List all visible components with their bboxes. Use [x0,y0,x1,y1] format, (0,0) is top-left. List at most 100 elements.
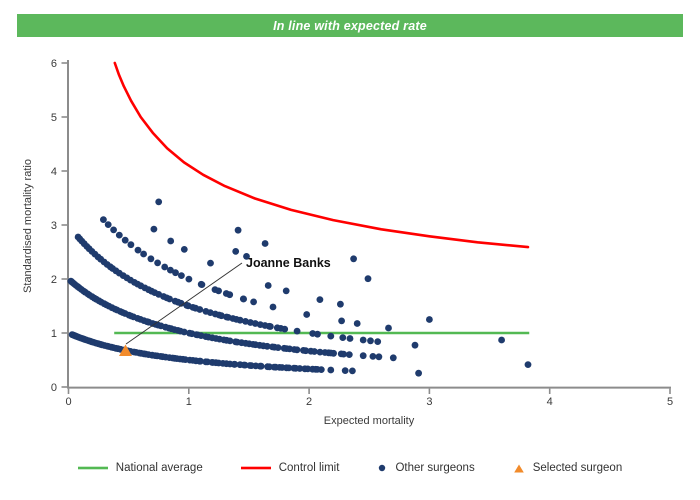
surgeon-dot[interactable] [104,221,112,229]
surgeon-dot[interactable] [327,366,335,374]
legend-item-control-limit[interactable]: Control limit [240,462,339,474]
surgeon-dot[interactable] [339,334,347,341]
surgeon-dot[interactable] [198,281,206,288]
surgeon-dot[interactable] [261,240,269,247]
surgeon-dot[interactable] [345,351,353,358]
surgeon-dot[interactable] [359,336,367,344]
surgeon-dot[interactable] [257,362,265,370]
surgeon-dot[interactable] [226,337,234,345]
surgeon-dot[interactable] [302,347,310,355]
surgeon-dot[interactable] [353,320,361,327]
surgeon-dot[interactable] [134,246,142,254]
surgeon-dot[interactable] [389,354,397,362]
surgeon-dot[interactable] [243,253,250,260]
surgeon-dot[interactable] [374,338,382,345]
y-tick-label: 3 [51,220,57,232]
surgeon-dot[interactable] [304,365,312,373]
surgeon-dot[interactable] [316,348,324,356]
surgeon-dot[interactable] [236,316,244,324]
surgeon-dot[interactable] [281,325,289,333]
surgeon-dot[interactable] [185,275,193,283]
surgeon-dot[interactable] [340,350,347,358]
surgeon-dot[interactable] [330,349,337,357]
surgeon-dot[interactable] [234,226,242,234]
surgeon-dot[interactable] [127,241,135,249]
surgeon-dot[interactable] [167,237,175,245]
surgeon-dot[interactable] [498,336,505,344]
surgeon-dot[interactable] [121,236,129,244]
surgeon-dot[interactable] [161,263,169,271]
surgeon-dot[interactable] [426,316,433,323]
surgeon-dot[interactable] [196,306,204,313]
surgeon-dot[interactable] [269,303,277,311]
surgeon-dot[interactable] [180,328,188,336]
surgeon-dot[interactable] [303,311,311,318]
control-limit-curve[interactable] [113,61,530,249]
surgeon-dot[interactable] [207,259,214,267]
surgeon-dot[interactable] [115,231,123,239]
surgeon-dot[interactable] [369,353,377,360]
legend-item-selected-surgeon[interactable]: Selected surgeon [513,462,622,474]
surgeon-dot[interactable] [293,327,301,335]
surgeon-dot[interactable] [263,342,271,350]
surgeon-dot[interactable] [147,255,155,263]
surgeon-dot[interactable] [178,272,185,279]
selected-surgeon-callout-line [125,262,243,345]
y-axis-title: Standardised mortality ratio [22,159,34,293]
selected-surgeon-marker[interactable] [119,344,132,357]
surgeon-dot[interactable] [317,366,325,373]
surgeon-dot[interactable] [166,295,174,303]
surgeon-dot[interactable] [293,346,301,354]
surgeon-dot[interactable] [385,324,392,332]
surgeon-dot[interactable] [140,250,148,258]
surgeon-dot[interactable] [327,332,335,340]
y-tick-label: 5 [51,112,57,124]
surgeon-dot[interactable] [197,357,204,365]
surgeon-dot[interactable] [375,353,383,361]
surgeon-dot[interactable] [231,360,239,368]
surgeon-dot[interactable] [349,367,356,375]
surgeon-dot[interactable] [314,330,321,338]
surgeon-dot[interactable] [359,352,367,360]
surgeon-dot[interactable] [150,225,158,233]
surgeon-dot[interactable] [350,255,357,263]
legend-item-national-average[interactable]: National average [77,462,203,474]
axes: 0 1 2 3 4 5 6 0 1 2 3 4 5 [51,58,673,408]
surgeon-dot[interactable] [155,198,163,206]
surgeon-dot[interactable] [167,266,174,274]
legend-item-other-surgeons[interactable]: Other surgeons [377,462,475,474]
surgeon-dot[interactable] [338,317,345,325]
surgeon-dot[interactable] [226,291,234,299]
surgeon-dot[interactable] [239,295,247,303]
surgeon-dot[interactable] [316,296,324,303]
surgeon-dot[interactable] [215,287,223,295]
national-average-line-icon [77,466,108,470]
surgeon-dot[interactable] [180,246,188,253]
surgeon-dot[interactable] [100,216,107,224]
surgeon-dot[interactable] [341,367,349,374]
surgeon-dot[interactable] [264,282,272,289]
surgeon-dot[interactable] [524,361,532,368]
surgeon-dot[interactable] [296,365,304,372]
surgeon-dot[interactable] [282,287,290,295]
surgeon-dot[interactable] [311,348,318,355]
surgeon-dot[interactable] [346,335,354,342]
surgeon-dot[interactable] [285,364,293,372]
surgeon-dot[interactable] [172,269,179,277]
control-limit-line-icon [240,466,271,470]
surgeon-dot[interactable] [415,369,422,377]
x-tick-label: 2 [306,396,312,408]
y-tick-label: 1 [51,328,57,340]
surgeon-dot[interactable] [367,337,374,345]
surgeon-dot[interactable] [218,312,225,320]
surgeon-dot[interactable] [274,344,282,351]
surgeon-dot[interactable] [110,226,117,234]
surgeon-dot[interactable] [250,298,257,306]
surgeon-dot[interactable] [411,341,419,349]
surgeon-dot[interactable] [364,275,372,283]
surgeon-dot[interactable] [267,323,274,330]
surgeon-dot[interactable] [154,259,162,267]
surgeon-dot[interactable] [232,248,240,255]
surgeon-dot[interactable] [337,300,344,308]
surgeon-dot[interactable] [177,299,185,307]
